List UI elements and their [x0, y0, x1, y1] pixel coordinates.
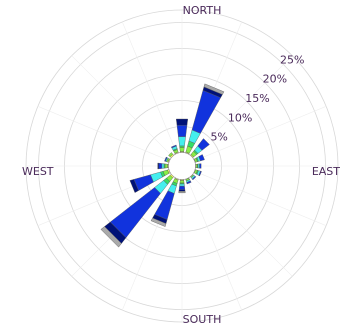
spoke-NW	[71, 55, 173, 157]
bar-N-bin-3	[179, 145, 185, 148]
spoke-SE	[191, 175, 293, 277]
bar-NW-bin-2	[168, 152, 173, 157]
bar-W-bin-2	[164, 163, 168, 169]
spoke-SSE	[186, 178, 242, 311]
bar-NNE-bin-5	[191, 90, 221, 134]
bar-WNW-bin-5	[164, 156, 168, 162]
spoke-NNW	[122, 21, 178, 154]
spoke-ESE	[194, 170, 327, 226]
bar-SSW-bin-7	[150, 217, 167, 227]
bar-S-bin-2	[179, 180, 185, 184]
ring-label-5: 5%	[210, 131, 227, 144]
east-label: EAST	[312, 165, 340, 178]
calm-circle-group	[168, 152, 196, 180]
west-label: WEST	[22, 165, 54, 178]
bar-W-bin-4	[161, 163, 165, 169]
bar-N-bin-5	[176, 125, 188, 137]
bar-ENE-bin-5	[198, 154, 205, 162]
bar-NNE-bin-7	[203, 83, 225, 95]
spoke-ENE	[194, 106, 327, 162]
bar-SSE-bin-5	[186, 180, 192, 185]
ring-label-20: 20%	[263, 73, 287, 86]
bar-S-bin-6	[178, 189, 186, 192]
bar-ESE-bin-5	[198, 170, 202, 177]
bar-SW-bin-7	[100, 226, 122, 248]
north-label: NORTH	[183, 4, 222, 17]
sector-bars	[100, 83, 225, 248]
bar-NE-bin-5	[197, 138, 210, 151]
bar-S-bin-7	[178, 191, 186, 194]
bar-E-bin-2	[195, 163, 198, 169]
bar-WSW-bin-6	[129, 179, 139, 193]
bar-W-bin-6	[157, 162, 159, 170]
bar-W-bin-5	[158, 162, 163, 170]
bar-N-bin-2	[179, 147, 185, 152]
bar-S-bin-4	[179, 183, 185, 187]
ring-label-10: 10%	[228, 111, 252, 124]
bar-E-bin-5	[199, 163, 202, 169]
south-label: SOUTH	[183, 313, 222, 326]
bar-SE-bin-5	[191, 175, 197, 181]
bar-N-bin-6	[176, 118, 188, 126]
radial-tick-labels: 5%10% 15% 20% 25%	[210, 53, 304, 143]
bar-S-bin-5	[178, 185, 186, 190]
ring-label-25: 25%	[280, 53, 304, 66]
spoke-WNW	[37, 106, 170, 162]
bar-E-bin-4	[197, 163, 200, 169]
calm-circle	[168, 152, 196, 180]
bar-N-bin-4	[178, 136, 186, 147]
ring-label-15: 15%	[245, 92, 269, 105]
bar-NNW-bin-5	[170, 144, 177, 149]
spoke-NE	[191, 55, 293, 157]
